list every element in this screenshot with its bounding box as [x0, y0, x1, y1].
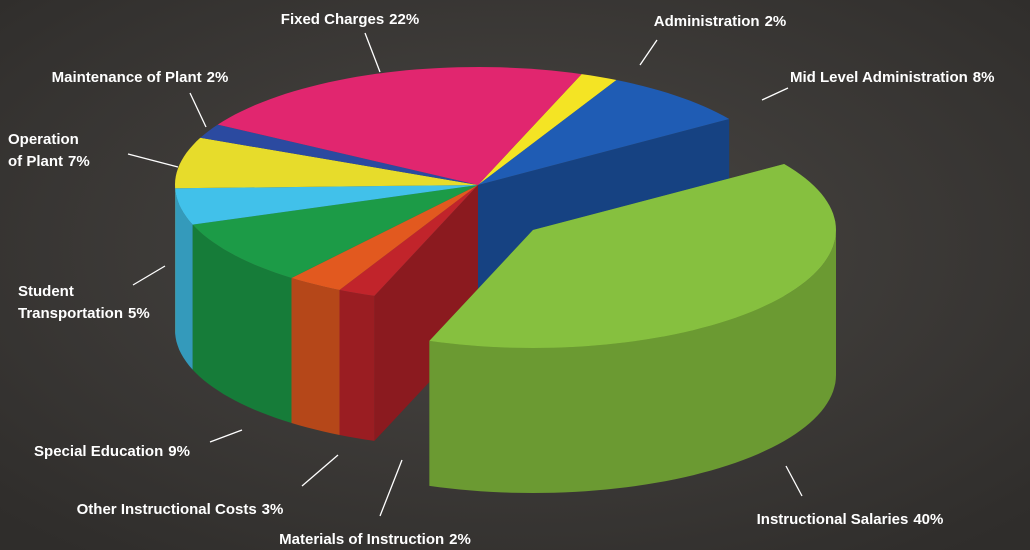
leader-line — [189, 92, 207, 128]
label-line: Student — [18, 283, 78, 300]
slice-side — [192, 224, 292, 423]
slice-label: Maintenance of Plant 2% — [52, 69, 229, 86]
value-label: 5% — [128, 305, 150, 322]
slice-label: Fixed Charges 22% — [281, 11, 419, 28]
value-label: 8% — [973, 69, 995, 86]
value-label: 7% — [68, 153, 90, 170]
value-label: 40% — [913, 511, 943, 528]
leader-line — [127, 153, 179, 168]
slice — [175, 137, 478, 189]
slice-label: Materials of Instruction 2% — [279, 531, 471, 548]
value-label: 2% — [449, 531, 471, 548]
value-label: 2% — [765, 13, 787, 30]
label-line: Operation — [8, 131, 83, 148]
category-label: Maintenance of Plant — [52, 69, 202, 86]
leader-line — [364, 32, 381, 73]
slice-cut-face — [374, 185, 478, 441]
category-label: Administration — [654, 13, 760, 30]
slice — [175, 185, 478, 225]
category-label: Mid Level Administration — [790, 69, 968, 86]
slice — [478, 74, 617, 185]
slice-label: Mid Level Administration 8% — [790, 69, 994, 86]
value-label: 2% — [207, 69, 229, 86]
slice-label: Special Education 9% — [34, 443, 190, 460]
category-label: Other Instructional Costs — [77, 501, 257, 518]
leader-line — [301, 454, 339, 487]
value-label: 22% — [389, 11, 419, 28]
category-label: Student Transportation — [18, 283, 123, 322]
slice-side — [175, 188, 193, 370]
slice — [217, 67, 582, 185]
slice-label: Instructional Salaries 40% — [757, 511, 944, 528]
slice — [478, 80, 730, 185]
slice — [192, 185, 478, 278]
category-label: Fixed Charges — [281, 11, 384, 28]
leader-line — [785, 465, 803, 497]
category-label: Special Education — [34, 443, 163, 460]
value-label: 9% — [168, 443, 190, 460]
slice-side — [291, 278, 340, 435]
slice-side — [339, 290, 375, 441]
slice — [291, 185, 478, 290]
slice — [200, 124, 479, 185]
leader-line — [761, 87, 789, 101]
leader-line — [132, 265, 166, 286]
category-label: Materials of Instruction — [279, 531, 444, 548]
slice-label: Other Instructional Costs 3% — [77, 501, 284, 518]
leader-line — [379, 459, 403, 517]
pie — [175, 67, 836, 493]
category-label: Operation of Plant — [8, 131, 83, 170]
category-label: Instructional Salaries — [757, 511, 909, 528]
slice — [339, 185, 478, 296]
slice-side — [429, 230, 836, 493]
value-label: 3% — [262, 501, 284, 518]
slice-label: Administration 2% — [654, 13, 787, 30]
leader-line — [639, 39, 658, 66]
slice — [429, 164, 836, 348]
label-line: of Plant — [8, 153, 63, 170]
leader-line — [209, 429, 243, 443]
labels: Administration 2% Mid Level Administration… — [8, 11, 994, 548]
label-line: Transportation — [18, 305, 123, 322]
